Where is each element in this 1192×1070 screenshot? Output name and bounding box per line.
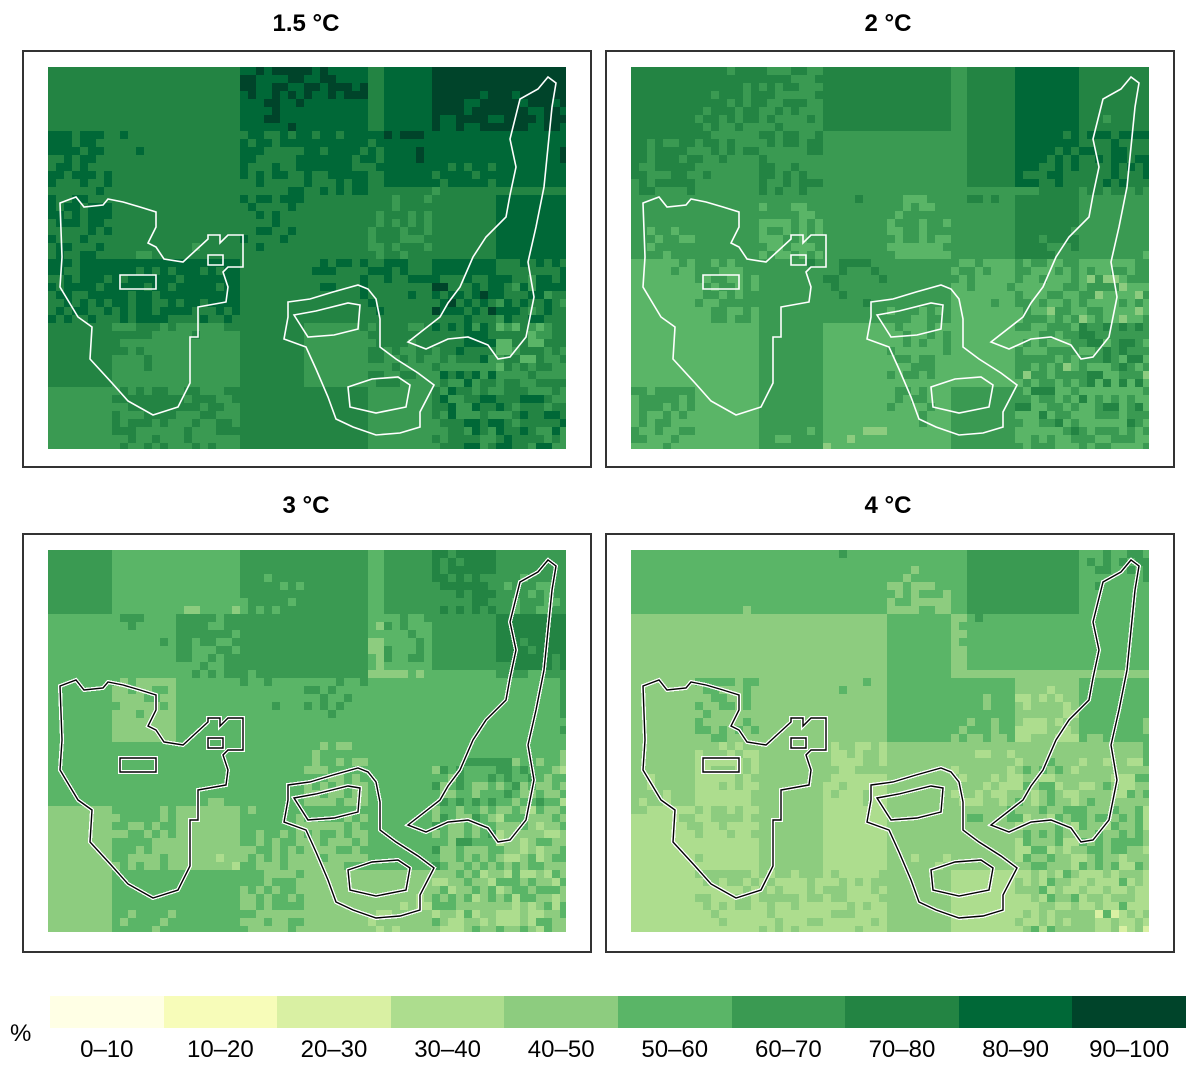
outline-3	[119, 757, 157, 773]
outline-5	[930, 376, 994, 414]
legend-label-5: 50–60	[641, 1036, 709, 1063]
outline-0	[59, 679, 244, 899]
outline-4	[790, 254, 807, 266]
outline-6	[875, 302, 944, 338]
legend-label-2: 20–30	[300, 1036, 368, 1063]
map-svg-1	[48, 67, 566, 449]
protected-area-outlines	[642, 75, 1140, 436]
legend-label-0: 0–10	[80, 1036, 134, 1063]
outline-6	[875, 785, 944, 821]
panel-title-4: 4 °C	[864, 492, 912, 519]
legend-swatch-6	[731, 996, 846, 1028]
outline-2	[989, 75, 1140, 360]
map-svg-4	[631, 550, 1149, 932]
raster-cells	[631, 67, 1149, 449]
outline-2	[406, 75, 557, 360]
panel-title-2: 2 °C	[864, 10, 912, 37]
map-raster-4	[631, 550, 1149, 932]
map-svg-2	[631, 67, 1149, 449]
legend-labels: 0–10 10–20 20–30 30–40 40–50 50–60 60–70 70–80 8…	[50, 1036, 1186, 1066]
outline-0	[642, 679, 827, 899]
map-svg-3	[48, 550, 566, 932]
panel-title-1: 1.5 °C	[272, 10, 340, 37]
outline-5	[930, 859, 994, 897]
raster-cells	[48, 67, 566, 449]
outline-3	[702, 274, 740, 290]
legend-swatch-4	[504, 996, 618, 1028]
legend-swatch-9	[1072, 996, 1186, 1028]
legend-unit: %	[10, 1020, 32, 1047]
legend-swatch-8	[958, 996, 1073, 1028]
legend-swatch-1	[163, 996, 278, 1028]
legend-label-9: 90–100	[1089, 1036, 1170, 1063]
raster-cells	[48, 550, 566, 932]
outline-1	[866, 284, 1019, 436]
legend-swatch-0	[50, 996, 164, 1028]
legend-swatch-7	[845, 996, 959, 1028]
legend-label-4: 40–50	[527, 1036, 595, 1063]
legend-swatch-3	[390, 996, 505, 1028]
outline-1	[283, 284, 436, 436]
map-panel-4	[605, 533, 1175, 953]
outline-0	[59, 196, 244, 416]
outline-3	[119, 274, 157, 290]
outline-4	[207, 737, 224, 749]
legend-label-7: 70–80	[868, 1036, 936, 1063]
outline-5	[347, 859, 411, 897]
outline-6	[292, 302, 361, 338]
legend-colorbar	[50, 996, 1186, 1028]
outline-5	[347, 376, 411, 414]
legend-label-3: 30–40	[414, 1036, 481, 1063]
map-raster-1	[48, 67, 566, 449]
protected-area-outlines	[59, 75, 557, 436]
map-panel-1	[22, 50, 592, 468]
protected-area-outlines	[640, 557, 1142, 921]
map-panel-2	[605, 50, 1175, 468]
legend-swatch-2	[277, 996, 391, 1028]
outline-2	[989, 559, 1140, 843]
panel-title-3: 3 °C	[282, 492, 330, 519]
outline-1	[283, 767, 435, 919]
map-panel-3	[22, 533, 592, 953]
outline-2	[406, 559, 557, 843]
legend-label-1: 10–20	[187, 1036, 254, 1063]
legend-label-6: 60–70	[754, 1036, 822, 1063]
legend-label-8: 80–90	[982, 1036, 1049, 1063]
outline-1	[866, 767, 1018, 919]
outline-3	[702, 757, 740, 773]
outline-6	[292, 785, 361, 821]
outline-0	[642, 196, 827, 416]
protected-area-outlines	[57, 557, 559, 921]
outline-4	[790, 737, 807, 749]
legend-swatch-5	[617, 996, 732, 1028]
raster-cells	[631, 550, 1149, 932]
map-raster-2	[631, 67, 1149, 449]
outline-4	[207, 254, 224, 266]
map-raster-3	[48, 550, 566, 932]
